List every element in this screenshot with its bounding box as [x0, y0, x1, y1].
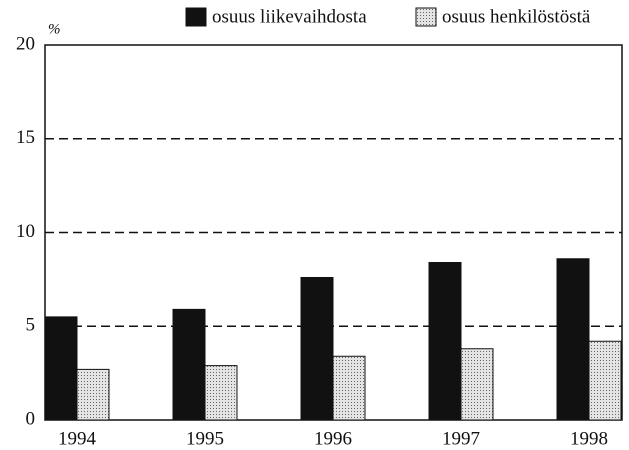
x-tick-label: 1997 — [442, 428, 480, 449]
y-unit: % — [48, 21, 61, 37]
legend-swatch — [415, 7, 437, 27]
x-tick-label: 1994 — [58, 428, 97, 449]
y-tick-label: 20 — [16, 33, 35, 54]
bar — [300, 277, 334, 421]
bar — [332, 355, 366, 421]
bar — [172, 308, 206, 421]
y-tick-label: 5 — [26, 315, 36, 336]
legend-label: osuus liikevaihdosta — [212, 6, 367, 27]
y-tick-label: 15 — [16, 127, 35, 148]
bar — [588, 340, 622, 421]
x-tick-label: 1996 — [314, 428, 352, 449]
x-tick-label: 1998 — [570, 428, 608, 449]
bar — [44, 316, 78, 421]
x-tick-label: 1995 — [186, 428, 224, 449]
bar — [76, 368, 110, 421]
bar — [460, 348, 494, 421]
bar — [556, 258, 590, 421]
legend-swatch — [185, 7, 207, 27]
y-tick-label: 0 — [26, 408, 36, 429]
bar — [204, 365, 238, 421]
legend-label: osuus henkilöstöstä — [442, 6, 591, 27]
y-tick-label: 10 — [16, 221, 35, 242]
bar — [428, 262, 462, 421]
